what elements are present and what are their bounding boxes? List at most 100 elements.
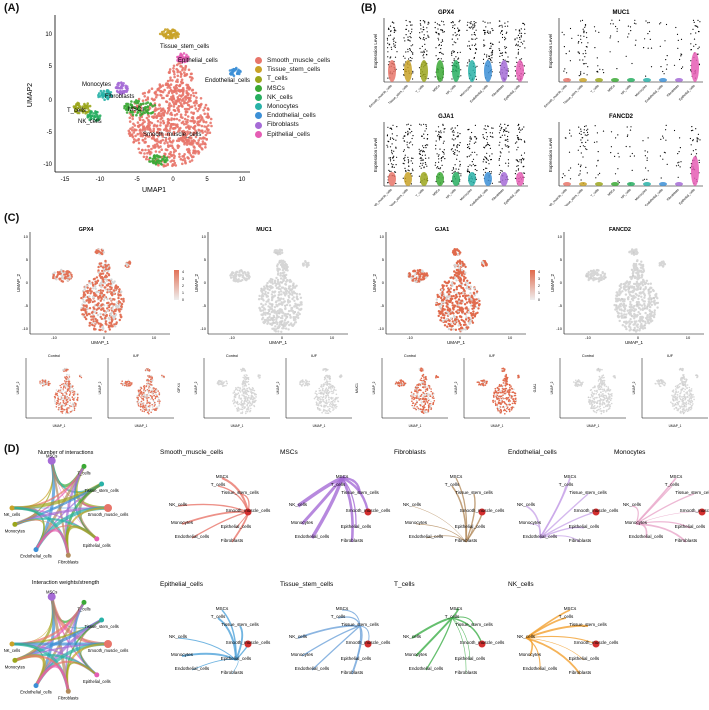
feature-cell-point [258, 295, 260, 297]
umap-cell-point [154, 113, 157, 116]
violin-point [419, 32, 420, 33]
violin-point [585, 53, 586, 54]
umap-cell-point [135, 139, 138, 142]
split-cell-point [73, 388, 75, 390]
split-cell-point [318, 393, 320, 395]
umap-cell-point [143, 95, 146, 98]
umap-cell-point [168, 104, 171, 107]
split-cell-point [65, 402, 67, 404]
violin-point [508, 151, 509, 152]
violin-xtick: T_cells [415, 188, 425, 198]
violin-point [521, 155, 522, 156]
feature-cell-point [92, 301, 94, 303]
violin-point [458, 169, 459, 170]
umap-cell-point [190, 73, 193, 76]
split-cell-point [60, 404, 62, 406]
split-cell-point [241, 394, 243, 396]
feature-cell-point [231, 271, 233, 273]
violin-point [515, 66, 516, 67]
violin-title: GPX4 [438, 10, 455, 16]
violin-point [453, 130, 454, 131]
split-cell-point [153, 388, 155, 390]
cluster-label-nk: NK_cells [78, 119, 102, 125]
umap-cell-point [193, 140, 196, 143]
feature-cell-point [300, 297, 302, 299]
split-cell-point [151, 404, 153, 406]
violin-point [407, 37, 408, 38]
violin-point [488, 33, 489, 34]
violin-point [506, 32, 507, 33]
split-cell-point [59, 391, 61, 393]
violin-point [469, 59, 470, 60]
split-cell-point [320, 390, 322, 392]
violin-point [667, 64, 668, 65]
umap-svg: UMAP1 UMAP2 -15 -10 -5 0 5 10 10 5 0 -5 … [10, 10, 260, 200]
violin-point [427, 138, 428, 139]
umap-cell-point [132, 136, 135, 139]
feature-cell-point [85, 318, 87, 320]
umap-cell-point [156, 89, 159, 92]
violin-ylabel: Expression Level [373, 34, 378, 68]
violin-point [499, 165, 500, 166]
violin-point [411, 45, 412, 46]
feature-cell-point [99, 329, 101, 331]
umap-cell-point [181, 78, 184, 81]
split-cell-point [58, 404, 60, 406]
violin-point [614, 156, 615, 157]
violin-point [581, 131, 582, 132]
split-cell-point [128, 380, 130, 382]
violin-point [697, 141, 698, 142]
split-cell-point [146, 407, 148, 409]
split-cell-point [141, 401, 143, 403]
violin-point [627, 36, 628, 37]
split-ylabel: UMAP_2 [98, 381, 102, 394]
violin-point [583, 132, 584, 133]
umap-cell-point [199, 143, 202, 146]
violin-point [521, 35, 522, 36]
feature-cell-point [271, 324, 273, 326]
split-cell-point [140, 392, 142, 394]
violin-point [453, 172, 454, 173]
umap-cell-point [192, 152, 195, 155]
feature-cell-point [280, 331, 282, 333]
violin-point [403, 56, 404, 57]
violin-point [454, 24, 455, 25]
violin-point [469, 143, 470, 144]
violin-point [471, 138, 472, 139]
split-cell-point [67, 407, 69, 409]
violin-xtick: Epithelial_cells [678, 188, 696, 206]
split-cell-point [153, 408, 155, 410]
feature-cell-point [83, 291, 85, 293]
violin-xtick: NK_cells [445, 188, 457, 200]
feature-cell-point [99, 295, 101, 297]
violin-point [437, 166, 438, 167]
violin-shape [516, 60, 524, 82]
split-cell-point [143, 406, 145, 408]
split-cell-point [73, 394, 75, 396]
violin-point [626, 146, 627, 147]
umap-cell-point [197, 142, 200, 145]
umap-cell-point [156, 143, 159, 146]
violin-point [578, 164, 579, 165]
violin-point [459, 35, 460, 36]
violin-point [615, 173, 616, 174]
violin-point [522, 158, 523, 159]
violin-point [453, 139, 454, 140]
violin-point [603, 131, 604, 132]
violin-point [520, 130, 521, 131]
violin-point [458, 172, 459, 173]
split-cell-point [69, 394, 71, 396]
violin-point [452, 44, 453, 45]
violin-point [395, 172, 396, 173]
violin-point [421, 158, 422, 159]
violin-point [410, 141, 411, 142]
umap-cell-point [206, 113, 209, 116]
violin-point [617, 28, 618, 29]
feature-cell-point [236, 271, 238, 273]
violin-point [491, 153, 492, 154]
umap-cell-point [170, 37, 173, 40]
feature-cell-point [84, 293, 86, 295]
umap-cell-point [146, 128, 149, 131]
violin-point [649, 22, 650, 23]
